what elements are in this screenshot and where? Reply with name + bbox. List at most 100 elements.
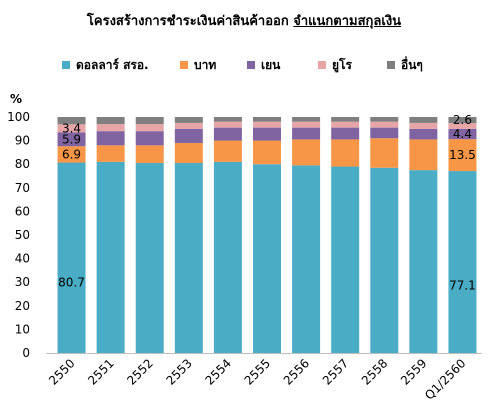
bar-segment xyxy=(448,139,477,172)
bar-segment xyxy=(448,123,477,129)
legend-item: อื่นๆ xyxy=(387,56,423,74)
bar-segment xyxy=(174,117,203,123)
x-tick-label: 2554 xyxy=(203,356,234,387)
legend-label: เยน xyxy=(261,57,281,72)
bar-segment xyxy=(331,117,360,122)
bar-segment xyxy=(213,140,242,162)
legend-swatch xyxy=(318,61,326,69)
bar-segment xyxy=(370,121,399,128)
bar-segment xyxy=(174,142,203,164)
chart-legend: ดอลลาร์ สรอ. บาท เยน ยูโร อื่นๆ xyxy=(0,56,488,74)
bar-segment xyxy=(370,127,399,139)
data-label: 5.9 xyxy=(62,132,81,146)
bar-segment xyxy=(331,139,360,167)
y-tick-label: 70 xyxy=(15,181,30,195)
legend-swatch xyxy=(62,61,70,69)
y-tick-label: 0 xyxy=(22,346,30,360)
bar-segment xyxy=(409,128,438,140)
y-tick-label: 100 xyxy=(7,110,30,124)
x-tick-label: 2555 xyxy=(242,356,273,387)
bar-segment xyxy=(253,117,281,122)
bar-segment xyxy=(213,117,242,122)
bar-segment xyxy=(213,121,242,128)
bar-segment xyxy=(253,127,281,141)
data-label: 2.6 xyxy=(453,113,472,127)
legend-label: ยูโร xyxy=(332,57,352,72)
data-label: 3.4 xyxy=(62,121,81,135)
chart-title: โครงสร้างการชำระเงินค่าสินค้าออก จำแนกตา… xyxy=(0,10,488,31)
bar-segment xyxy=(253,164,281,353)
bar-segment xyxy=(174,122,203,129)
y-tick-label: 60 xyxy=(15,204,30,218)
bar-segment xyxy=(409,170,438,353)
legend-item: เยน xyxy=(247,56,280,74)
bar-segment xyxy=(135,131,164,146)
bar-segment xyxy=(370,117,399,122)
bar-segment xyxy=(57,132,86,147)
bar-segment xyxy=(292,117,321,122)
bar-segment xyxy=(292,127,321,140)
x-tick-label: 2558 xyxy=(359,356,390,387)
y-axis-label: % xyxy=(10,92,22,106)
bar-segment xyxy=(135,124,164,132)
bar-segment xyxy=(448,171,477,353)
bar-segment xyxy=(96,131,125,146)
bar-segment xyxy=(409,139,438,171)
bar-segment xyxy=(292,139,321,166)
bar-segment xyxy=(57,162,86,353)
data-label: 6.9 xyxy=(62,147,81,161)
bar-segment xyxy=(292,165,321,353)
y-tick-label: 10 xyxy=(15,322,30,336)
x-tick-label: 2556 xyxy=(281,356,312,387)
bar-segment xyxy=(96,161,125,353)
bar-segment xyxy=(370,167,399,353)
y-tick-label: 30 xyxy=(15,275,30,289)
bar-segment xyxy=(409,117,438,123)
bar-segment xyxy=(135,163,164,353)
bar-segment xyxy=(57,117,86,125)
legend-label: ดอลลาร์ สรอ. xyxy=(76,57,149,72)
bar-segment xyxy=(448,128,477,140)
chart-title-main: โครงสร้างการชำระเงินค่าสินค้าออก xyxy=(86,14,289,29)
bar-segment xyxy=(174,163,203,353)
data-label: 4.4 xyxy=(453,127,472,141)
y-tick-label: 20 xyxy=(15,299,30,313)
bar-segment xyxy=(96,145,125,162)
y-tick-label: 90 xyxy=(15,134,30,148)
x-tick-label: Q1/2560 xyxy=(422,356,468,402)
bar-segment xyxy=(331,166,360,353)
bar-segment xyxy=(174,128,203,143)
data-label: 13.5 xyxy=(449,148,476,162)
legend-item: บาท xyxy=(180,56,216,74)
legend-label: อื่นๆ xyxy=(401,57,423,72)
bar-segment xyxy=(57,146,86,163)
legend-swatch xyxy=(247,61,255,69)
bar-segment xyxy=(448,117,477,124)
bar-segment xyxy=(292,121,321,128)
x-tick-label: 2557 xyxy=(320,356,351,387)
bar-segment xyxy=(57,124,86,133)
bar-segment xyxy=(135,145,164,164)
legend-item: ยูโร xyxy=(318,56,352,74)
bar-segment xyxy=(213,127,242,141)
data-label: 80.7 xyxy=(58,276,85,290)
x-tick-label: 2550 xyxy=(46,356,77,387)
bar-segment xyxy=(213,161,242,353)
chart-title-underlined: จำแนกตามสกุลเงิน xyxy=(293,14,402,29)
bar-segment xyxy=(409,122,438,129)
y-tick-label: 40 xyxy=(15,252,30,266)
legend-swatch xyxy=(387,61,395,69)
legend-label: บาท xyxy=(194,57,217,72)
legend-swatch xyxy=(180,61,188,69)
x-tick-label: 2553 xyxy=(163,356,194,387)
bar-segment xyxy=(331,127,360,140)
x-tick-label: 2552 xyxy=(124,356,155,387)
y-tick-label: 50 xyxy=(15,228,30,242)
x-tick-label: 2551 xyxy=(85,356,116,387)
y-tick-label: 80 xyxy=(15,157,30,171)
bar-segment xyxy=(96,117,125,125)
data-label: 77.1 xyxy=(449,279,476,293)
bar-segment xyxy=(253,121,281,128)
bar-segment xyxy=(370,138,399,168)
